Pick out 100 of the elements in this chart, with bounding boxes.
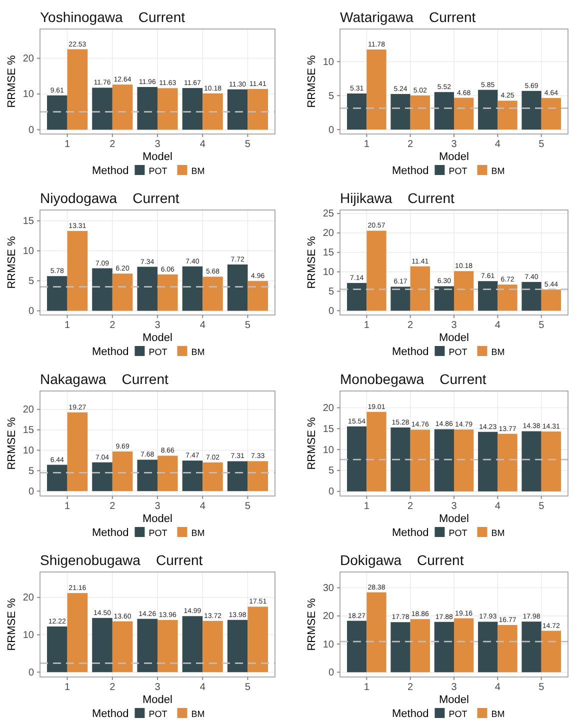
bar xyxy=(478,622,498,672)
x-tick-label: 4 xyxy=(494,501,501,512)
chart-title: Yoshinogawa Current xyxy=(40,9,186,25)
y-tick-label: 0 xyxy=(328,124,334,136)
legend-title: Method xyxy=(392,708,429,720)
bar xyxy=(347,426,367,492)
y-tick-label: 10 xyxy=(322,444,334,456)
x-axis-title: Model xyxy=(142,332,172,344)
x-tick-label: 2 xyxy=(110,320,116,332)
bar xyxy=(434,92,454,130)
chart-title: Niyodogawa Current xyxy=(40,190,180,206)
bar xyxy=(227,461,248,492)
x-tick-label: 2 xyxy=(408,501,414,512)
y-tick-label: 5 xyxy=(28,466,34,477)
legend-title: Method xyxy=(92,527,129,539)
bar xyxy=(227,620,248,672)
y-tick-label: 10 xyxy=(22,630,34,641)
bar xyxy=(366,592,386,672)
legend-label: POT xyxy=(148,166,168,176)
legend-title: Method xyxy=(392,165,429,177)
y-tick-label: 0 xyxy=(328,306,334,317)
y-axis-title: RRMSE % xyxy=(6,417,18,470)
x-tick-label: 1 xyxy=(364,320,370,332)
x-tick-label: 5 xyxy=(244,139,251,150)
y-tick-label: 0 xyxy=(28,667,34,678)
bar xyxy=(366,412,386,492)
bar xyxy=(347,93,367,130)
legend-title: Method xyxy=(92,346,129,358)
x-tick-label: 2 xyxy=(408,139,414,150)
x-tick-label: 2 xyxy=(110,139,116,150)
bar xyxy=(182,88,203,130)
x-tick-label: 5 xyxy=(244,320,251,332)
x-tick-label: 1 xyxy=(64,320,71,332)
x-tick-label: 3 xyxy=(154,501,161,512)
legend-label: BM xyxy=(191,709,205,719)
bar xyxy=(248,281,268,311)
bar xyxy=(158,274,178,311)
bar xyxy=(522,431,542,492)
x-tick-label: 5 xyxy=(244,682,251,694)
x-tick-label: 2 xyxy=(110,501,116,512)
bar xyxy=(67,49,88,130)
x-tick-label: 3 xyxy=(154,139,161,150)
bar xyxy=(478,90,498,130)
bar xyxy=(67,593,88,672)
y-tick-label: 5 xyxy=(328,90,334,102)
bar xyxy=(47,276,68,311)
bar xyxy=(112,274,133,311)
bar xyxy=(390,427,410,492)
bar xyxy=(112,84,133,130)
bar xyxy=(202,620,223,672)
y-tick-label: 15 xyxy=(22,216,34,227)
chart-title: Nakagawa Current xyxy=(40,371,169,387)
legend-label: POT xyxy=(148,347,168,357)
bar xyxy=(541,630,561,672)
x-tick-label: 5 xyxy=(538,501,545,512)
x-tick-label: 5 xyxy=(538,320,545,332)
bar xyxy=(390,622,410,672)
x-axis-title: Model xyxy=(142,694,172,706)
bar xyxy=(498,625,518,672)
x-tick-label: 2 xyxy=(408,682,414,694)
y-tick-label: 5 xyxy=(328,466,334,477)
x-tick-label: 1 xyxy=(64,682,71,694)
bar xyxy=(137,618,158,672)
bar xyxy=(410,95,430,130)
x-tick-label: 5 xyxy=(538,139,545,150)
bar xyxy=(47,464,68,492)
x-tick-label: 4 xyxy=(200,139,206,150)
bar xyxy=(498,284,518,311)
bar xyxy=(454,618,474,672)
x-tick-label: 4 xyxy=(200,501,206,512)
bar xyxy=(67,412,88,492)
legend-label: BM xyxy=(191,347,205,357)
y-tick-label: 5 xyxy=(28,276,34,287)
x-tick-label: 1 xyxy=(64,501,71,512)
y-tick-label: 20 xyxy=(322,228,334,240)
bar xyxy=(347,620,367,672)
x-axis-title: Model xyxy=(439,151,469,163)
y-axis-title: RRMSE % xyxy=(306,417,318,470)
bar xyxy=(366,230,386,311)
x-tick-label: 4 xyxy=(494,139,501,150)
bar xyxy=(410,266,430,311)
y-tick-label: 20 xyxy=(322,611,334,622)
legend-label: POT xyxy=(448,166,468,176)
chart-title: Shigenobugawa Current xyxy=(40,552,203,568)
x-tick-label: 3 xyxy=(451,320,458,332)
bar xyxy=(541,432,561,492)
y-tick-label: 0 xyxy=(28,124,34,136)
x-tick-label: 5 xyxy=(244,501,251,512)
y-tick-label: 10 xyxy=(322,56,334,68)
legend-label: POT xyxy=(448,347,468,357)
bar xyxy=(347,282,367,311)
bar xyxy=(112,452,133,492)
y-tick-label: 15 xyxy=(22,425,34,436)
bar xyxy=(47,626,68,672)
legend-label: BM xyxy=(191,528,205,538)
bar xyxy=(137,266,158,311)
legend-title: Method xyxy=(392,346,429,358)
y-axis-title: RRMSE % xyxy=(306,598,318,651)
bar xyxy=(366,50,386,130)
bar xyxy=(434,429,454,492)
